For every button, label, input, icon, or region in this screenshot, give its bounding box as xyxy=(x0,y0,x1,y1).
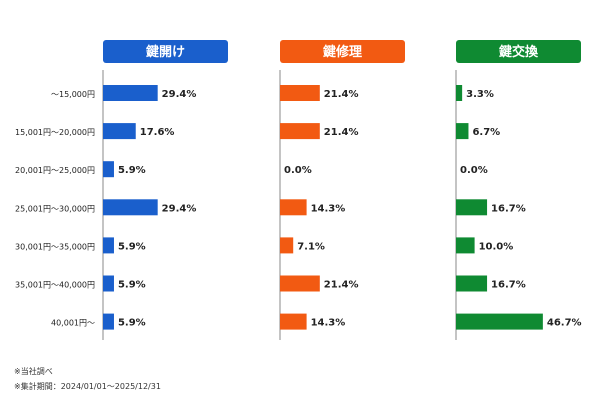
series-header-badge xyxy=(280,40,405,63)
data-label: 0.0% xyxy=(460,165,488,176)
bar xyxy=(280,199,307,216)
bar xyxy=(456,85,463,101)
data-label: 5.9% xyxy=(118,318,146,329)
bar xyxy=(103,237,114,254)
category-label: 30,001円～35,000円 xyxy=(15,242,95,251)
category-label: 25,001円～30,000円 xyxy=(15,204,95,213)
data-label: 46.7% xyxy=(547,318,582,329)
data-label: 17.6% xyxy=(140,127,175,138)
data-label: 21.4% xyxy=(324,127,359,138)
bar xyxy=(103,161,114,178)
category-label: 40,001円～ xyxy=(51,319,95,328)
bar xyxy=(103,199,158,216)
data-label: 5.9% xyxy=(118,241,146,252)
data-label: 6.7% xyxy=(472,127,500,138)
bar xyxy=(456,313,543,330)
data-label: 29.4% xyxy=(162,89,197,100)
bar xyxy=(280,237,294,254)
series-header-label: 鍵修理 xyxy=(323,44,362,60)
data-label: 10.0% xyxy=(479,241,514,252)
bar xyxy=(103,275,114,292)
bar xyxy=(280,313,307,330)
data-label: 21.4% xyxy=(324,280,359,291)
series-header-badge xyxy=(103,40,228,63)
bar xyxy=(280,123,320,140)
bar xyxy=(280,85,320,101)
data-label: 0.0% xyxy=(284,165,312,176)
bar xyxy=(103,123,136,140)
series-header-label: 鍵開け xyxy=(146,44,185,60)
data-label: 14.3% xyxy=(311,203,346,214)
bar xyxy=(456,237,475,254)
bar xyxy=(103,85,158,101)
category-label: 35,001円～40,000円 xyxy=(15,281,95,290)
bar xyxy=(456,199,488,216)
bar xyxy=(456,123,469,140)
period-note: ※集計期間：2024/01/01～2025/12/31 xyxy=(14,382,161,391)
series-header-badge xyxy=(456,40,581,63)
data-label: 29.4% xyxy=(162,203,197,214)
data-label: 7.1% xyxy=(297,241,325,252)
category-label: 15,001円～20,000円 xyxy=(15,128,95,137)
data-label: 16.7% xyxy=(491,203,526,214)
category-label: 20,001円～25,000円 xyxy=(15,166,95,175)
data-label: 14.3% xyxy=(311,318,346,329)
data-label: 5.9% xyxy=(118,165,146,176)
bar xyxy=(280,275,320,292)
bar xyxy=(103,313,114,330)
series-header-label: 鍵交換 xyxy=(499,44,539,60)
source-note: ※当社調べ xyxy=(14,367,53,376)
category-label: ～15,000円 xyxy=(51,90,95,99)
data-label: 21.4% xyxy=(324,89,359,100)
data-label: 16.7% xyxy=(491,280,526,291)
bar xyxy=(456,275,488,292)
data-label: 3.3% xyxy=(466,89,494,100)
data-label: 5.9% xyxy=(118,280,146,291)
